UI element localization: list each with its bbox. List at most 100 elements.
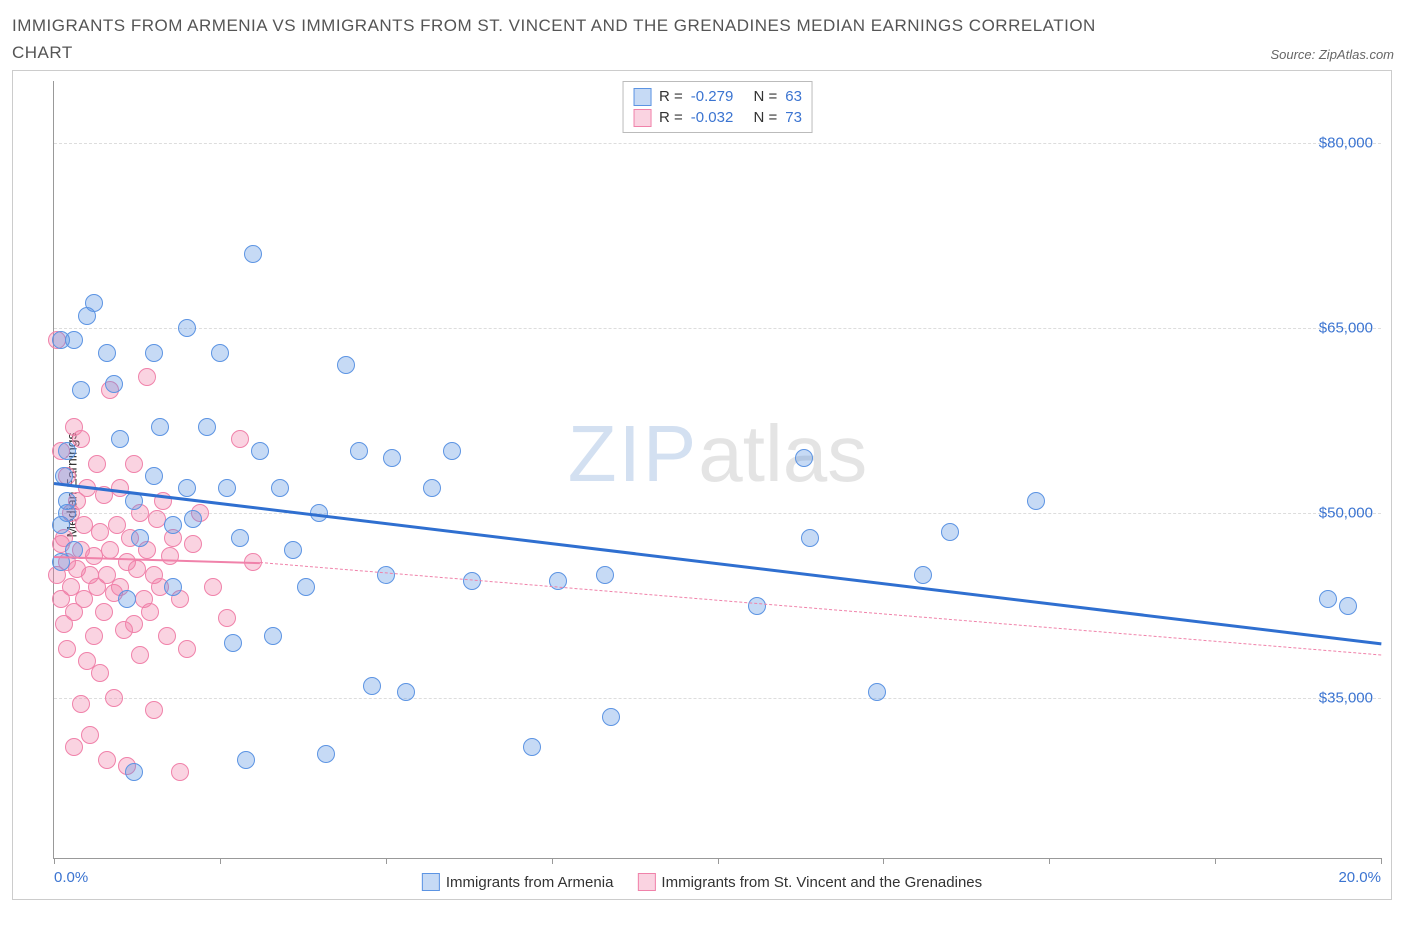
source-attribution: Source: ZipAtlas.com xyxy=(1270,47,1394,66)
scatter-point-a xyxy=(795,449,813,467)
scatter-point-a xyxy=(383,449,401,467)
scatter-point-b xyxy=(91,523,109,541)
legend-label-b: Immigrants from St. Vincent and the Gren… xyxy=(661,874,982,891)
scatter-point-b xyxy=(138,368,156,386)
scatter-point-a xyxy=(1027,492,1045,510)
scatter-point-b xyxy=(145,701,163,719)
swatch-series-b-icon xyxy=(637,873,655,891)
scatter-point-a xyxy=(58,442,76,460)
scatter-point-b xyxy=(98,751,116,769)
scatter-point-a xyxy=(72,381,90,399)
scatter-point-a xyxy=(337,356,355,374)
r-label: R = xyxy=(659,86,683,107)
legend-series-b: Immigrants from St. Vincent and the Gren… xyxy=(637,873,982,891)
scatter-point-a xyxy=(111,430,129,448)
scatter-point-a xyxy=(284,541,302,559)
scatter-point-b xyxy=(72,695,90,713)
swatch-series-b-icon xyxy=(633,109,651,127)
x-tick xyxy=(1381,858,1382,864)
legend-series: Immigrants from Armenia Immigrants from … xyxy=(422,873,982,891)
x-tick-label: 20.0% xyxy=(1338,869,1381,886)
scatter-point-a xyxy=(397,683,415,701)
scatter-point-a xyxy=(868,683,886,701)
gridline xyxy=(54,513,1381,514)
scatter-point-a xyxy=(211,344,229,362)
scatter-point-b xyxy=(105,689,123,707)
x-tick xyxy=(386,858,387,864)
scatter-point-a xyxy=(145,344,163,362)
x-tick xyxy=(1215,858,1216,864)
chart-title: IMMIGRANTS FROM ARMENIA VS IMMIGRANTS FR… xyxy=(12,12,1112,66)
scatter-point-b xyxy=(125,615,143,633)
x-tick xyxy=(1049,858,1050,864)
scatter-point-a xyxy=(748,597,766,615)
gridline xyxy=(54,698,1381,699)
scatter-point-b xyxy=(128,560,146,578)
y-tick-label: $65,000 xyxy=(1319,320,1373,337)
r-label: R = xyxy=(659,107,683,128)
scatter-point-a xyxy=(118,590,136,608)
x-tick xyxy=(718,858,719,864)
r-value-b: -0.032 xyxy=(691,107,734,128)
n-value-a: 63 xyxy=(785,86,802,107)
y-tick-label: $80,000 xyxy=(1319,135,1373,152)
scatter-point-b xyxy=(158,627,176,645)
scatter-point-a xyxy=(523,738,541,756)
scatter-point-b xyxy=(125,455,143,473)
scatter-point-a xyxy=(350,442,368,460)
scatter-point-a xyxy=(151,418,169,436)
watermark-atlas: atlas xyxy=(698,409,867,498)
scatter-point-a xyxy=(85,294,103,312)
scatter-point-a xyxy=(602,708,620,726)
scatter-point-a xyxy=(271,479,289,497)
scatter-point-b xyxy=(231,430,249,448)
scatter-point-a xyxy=(58,504,76,522)
legend-series-a: Immigrants from Armenia xyxy=(422,873,614,891)
scatter-point-b xyxy=(178,640,196,658)
scatter-point-a xyxy=(224,634,242,652)
scatter-point-b xyxy=(148,510,166,528)
scatter-point-a xyxy=(218,479,236,497)
scatter-point-b xyxy=(101,541,119,559)
scatter-point-b xyxy=(171,763,189,781)
r-value-a: -0.279 xyxy=(691,86,734,107)
scatter-point-a xyxy=(145,467,163,485)
scatter-point-a xyxy=(164,578,182,596)
legend-label-a: Immigrants from Armenia xyxy=(446,874,614,891)
x-tick xyxy=(54,858,55,864)
y-tick-label: $35,000 xyxy=(1319,690,1373,707)
scatter-point-a xyxy=(65,331,83,349)
swatch-series-a-icon xyxy=(633,88,651,106)
scatter-point-b xyxy=(91,664,109,682)
scatter-point-a xyxy=(178,479,196,497)
scatter-point-a xyxy=(914,566,932,584)
scatter-point-b xyxy=(184,535,202,553)
scatter-point-b xyxy=(65,738,83,756)
scatter-point-a xyxy=(264,627,282,645)
legend-correlation-row-a: R = -0.279 N = 63 xyxy=(633,86,802,107)
scatter-point-a xyxy=(231,529,249,547)
scatter-point-a xyxy=(131,529,149,547)
scatter-point-a xyxy=(178,319,196,337)
scatter-point-a xyxy=(98,344,116,362)
scatter-point-a xyxy=(596,566,614,584)
scatter-point-a xyxy=(377,566,395,584)
scatter-point-a xyxy=(801,529,819,547)
scatter-point-b xyxy=(141,603,159,621)
scatter-point-a xyxy=(251,442,269,460)
legend-correlation: R = -0.279 N = 63 R = -0.032 N = 73 xyxy=(622,81,813,133)
legend-correlation-row-b: R = -0.032 N = 73 xyxy=(633,107,802,128)
scatter-point-b xyxy=(161,547,179,565)
gridline xyxy=(54,328,1381,329)
scatter-point-a xyxy=(198,418,216,436)
x-tick xyxy=(220,858,221,864)
scatter-point-b xyxy=(204,578,222,596)
scatter-point-a xyxy=(125,763,143,781)
scatter-point-a xyxy=(443,442,461,460)
y-tick-label: $50,000 xyxy=(1319,505,1373,522)
n-label: N = xyxy=(754,107,778,128)
scatter-point-a xyxy=(237,751,255,769)
swatch-series-a-icon xyxy=(422,873,440,891)
x-tick xyxy=(883,858,884,864)
x-tick xyxy=(552,858,553,864)
